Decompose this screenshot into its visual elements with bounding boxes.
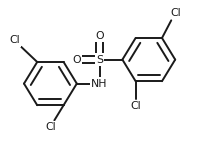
Text: Cl: Cl [130, 101, 141, 111]
Text: Cl: Cl [45, 122, 56, 132]
Text: Cl: Cl [170, 8, 181, 18]
Text: Cl: Cl [9, 35, 20, 45]
Text: O: O [95, 31, 104, 41]
Text: NH: NH [91, 79, 108, 89]
Text: S: S [96, 55, 103, 65]
Text: O: O [72, 55, 81, 65]
